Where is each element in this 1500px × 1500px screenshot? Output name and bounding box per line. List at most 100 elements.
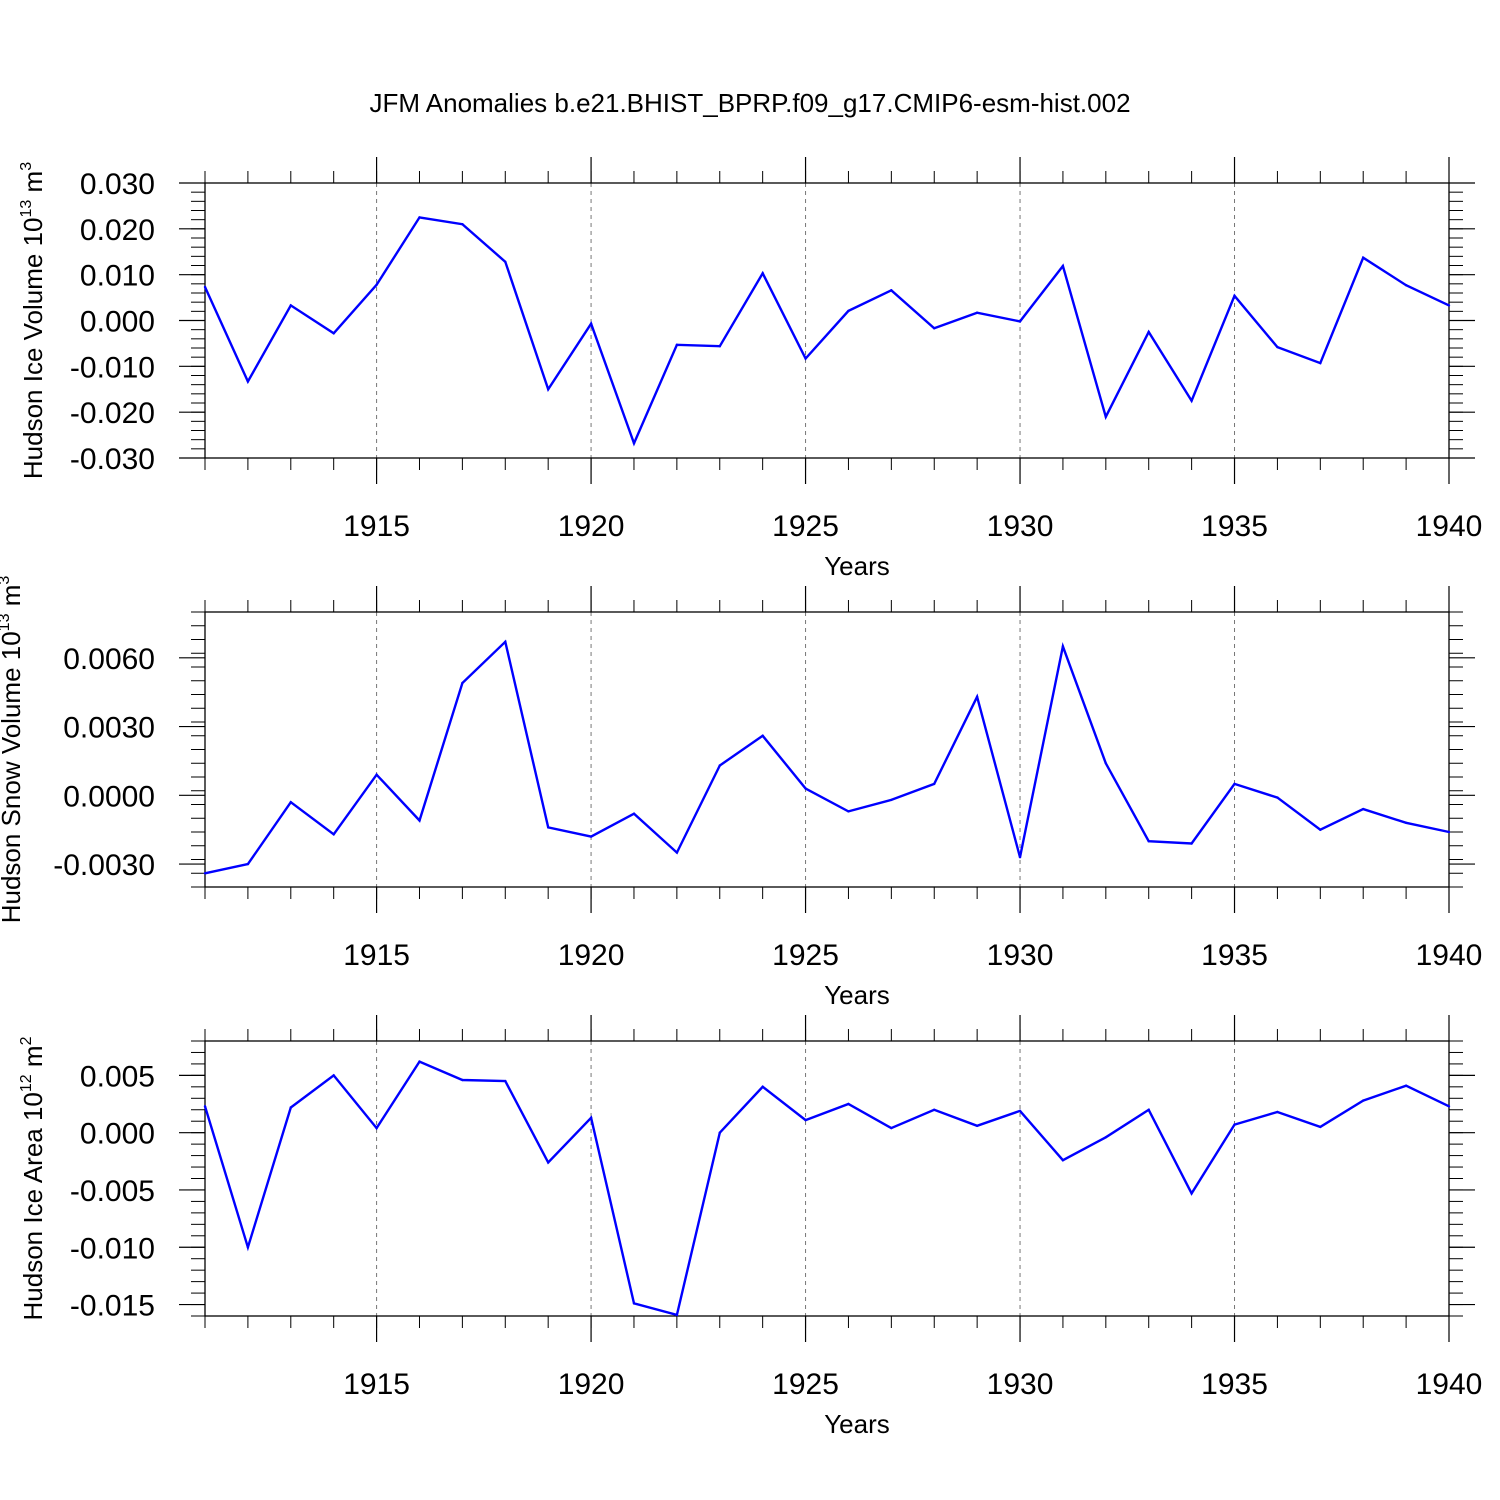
data-point	[547, 1161, 550, 1164]
y-tick-label: -0.020	[70, 397, 155, 430]
x-tick-label: 1915	[343, 1368, 410, 1401]
x-tick-label: 1940	[1416, 1368, 1483, 1401]
data-point	[589, 322, 593, 325]
data-point	[418, 1060, 421, 1063]
data-point	[975, 695, 979, 698]
data-point	[847, 810, 850, 813]
data-point	[246, 1246, 250, 1249]
data-point	[504, 1079, 507, 1083]
data-point	[804, 1118, 807, 1122]
data-point	[1319, 361, 1322, 365]
y-tick-label: 0.000	[80, 1118, 155, 1151]
data-point	[1362, 1099, 1365, 1102]
plot-frame	[204, 182, 1450, 459]
series-line	[203, 216, 1450, 447]
data-point	[632, 442, 636, 445]
data-point	[332, 833, 335, 836]
y-axis-label: Hudson Snow Volume 1013 m3	[0, 576, 26, 924]
data-point	[1190, 842, 1193, 845]
x-tick-label: 1930	[987, 1368, 1054, 1401]
data-point	[1362, 807, 1365, 811]
data-point	[718, 764, 721, 767]
data-point	[761, 1085, 764, 1089]
data-point	[1319, 828, 1322, 831]
x-tick-label: 1925	[772, 939, 839, 972]
data-point	[1404, 821, 1408, 824]
data-point	[761, 272, 764, 275]
series-line	[203, 1060, 1450, 1317]
y-tick-label: -0.005	[70, 1175, 155, 1208]
data-point	[1104, 1136, 1108, 1139]
data-point	[547, 826, 550, 829]
data-point	[1447, 304, 1451, 307]
data-point	[375, 773, 378, 776]
data-point	[1276, 796, 1279, 799]
panel-1: 1915 1920 1925 1930 1935 1940 0.030 0.020 0.010 0…	[18, 157, 1482, 581]
y-axis-label: Hudson Ice Area 1012 m2	[18, 1036, 48, 1320]
data-point	[1362, 256, 1365, 259]
data-point	[461, 1078, 464, 1082]
y-tick-label: -0.015	[70, 1290, 155, 1323]
data-point	[589, 835, 593, 838]
data-point	[246, 862, 250, 866]
data-point	[1447, 1105, 1451, 1108]
data-point	[504, 640, 507, 643]
data-point	[418, 216, 421, 219]
y-tick-label: 0.010	[80, 260, 155, 293]
data-point	[203, 1105, 207, 1108]
x-tick-label: 1915	[343, 939, 410, 972]
y-tick-label: 0.0030	[63, 712, 155, 745]
data-point	[418, 819, 421, 822]
data-point	[1233, 294, 1236, 297]
y-tick-label: 0.0060	[63, 643, 155, 676]
data-point	[1190, 1192, 1193, 1195]
y-tick-label: 0.030	[80, 168, 155, 201]
x-tick-label: 1920	[558, 1368, 625, 1401]
data-point	[890, 798, 893, 802]
data-point	[375, 1126, 378, 1130]
x-tick-label: 1920	[558, 939, 625, 972]
y-tick-label: 0.005	[80, 1060, 155, 1093]
y-tick-label: 0.000	[80, 306, 155, 339]
x-tick-label: 1915	[343, 510, 410, 543]
data-point	[1104, 415, 1108, 418]
data-point	[1061, 1159, 1065, 1162]
data-point	[289, 304, 292, 307]
data-point	[804, 787, 807, 790]
data-point	[1319, 1125, 1322, 1129]
data-point	[933, 782, 936, 786]
data-point	[461, 223, 464, 226]
data-point	[1233, 782, 1236, 786]
data-point	[847, 309, 850, 313]
data-point	[933, 1108, 936, 1112]
data-point	[1447, 830, 1451, 834]
x-tick-label: 1930	[987, 510, 1054, 543]
data-point	[1061, 645, 1065, 648]
x-tick-label: 1935	[1201, 1368, 1268, 1401]
data-point	[804, 357, 807, 360]
y-tick-label: 0.0000	[63, 780, 155, 813]
data-point	[761, 734, 764, 737]
data-point	[547, 388, 550, 391]
y-axis-label: Hudson Ice Volume 1013 m3	[18, 162, 48, 479]
x-tick-label: 1940	[1416, 939, 1483, 972]
data-point	[890, 1126, 893, 1130]
data-point	[1404, 1084, 1408, 1087]
y-tick-label: 0.020	[80, 214, 155, 247]
data-point	[632, 812, 636, 815]
data-point	[1190, 399, 1193, 402]
data-point	[1276, 345, 1279, 349]
data-point	[203, 285, 207, 289]
data-point	[975, 311, 979, 314]
data-point	[1233, 1123, 1236, 1126]
x-tick-label: 1925	[772, 510, 839, 543]
x-axis-label: Years	[824, 1409, 890, 1439]
data-point	[847, 1102, 850, 1106]
data-point	[675, 343, 679, 346]
plot-frame	[204, 611, 1450, 888]
data-point	[933, 327, 936, 330]
x-tick-label: 1935	[1201, 510, 1268, 543]
data-point	[718, 345, 721, 348]
x-tick-label: 1925	[772, 1368, 839, 1401]
data-point	[1276, 1110, 1279, 1114]
